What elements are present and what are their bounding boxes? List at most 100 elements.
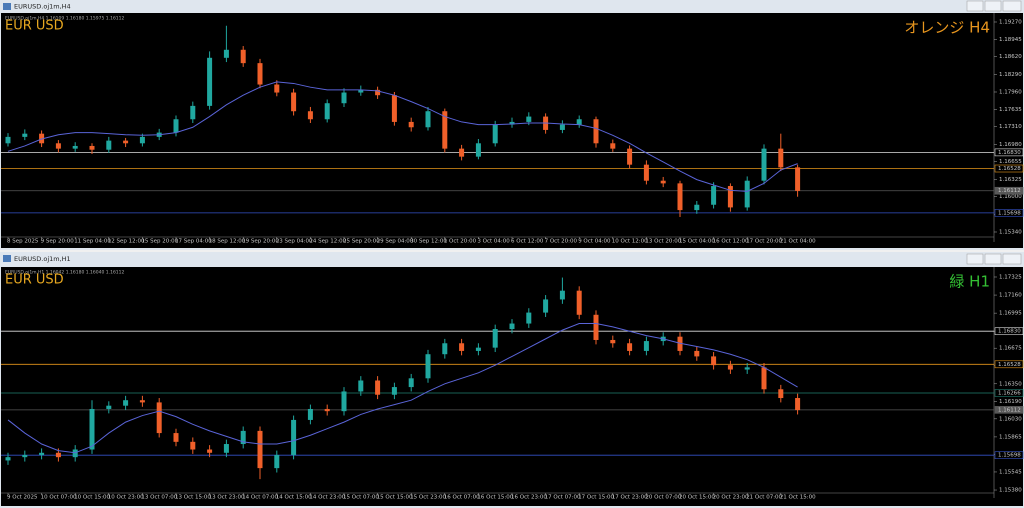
candle-body bbox=[139, 400, 145, 403]
window-title: EURUSD.oj1m,H1 bbox=[14, 255, 71, 263]
x-tick-label: 11 Sep 04:00 bbox=[74, 239, 111, 245]
window-controls[interactable] bbox=[966, 0, 1022, 12]
y-tick-label: 1.16980 bbox=[999, 142, 1022, 148]
restore-button[interactable] bbox=[984, 0, 1002, 12]
candle-body bbox=[425, 354, 431, 379]
candle-body bbox=[408, 121, 414, 128]
candle-body bbox=[5, 136, 11, 144]
x-tick-label: 15 Oct 04:00 bbox=[679, 239, 715, 245]
x-tick-label: 18 Sep 12:00 bbox=[209, 239, 246, 245]
window-controls[interactable] bbox=[966, 253, 1022, 265]
candle-body bbox=[677, 336, 683, 351]
price-label-box bbox=[994, 186, 1024, 195]
candle-body bbox=[559, 124, 565, 130]
candle-body bbox=[257, 430, 263, 469]
price-label: 1.16266 bbox=[998, 390, 1021, 396]
x-tick-label: 23 Sep 04:00 bbox=[276, 239, 313, 245]
price-label-box bbox=[994, 406, 1024, 414]
candle-body bbox=[459, 343, 465, 351]
window-icon bbox=[3, 3, 11, 10]
candle-body bbox=[526, 312, 532, 324]
candle-body bbox=[576, 119, 582, 125]
candle-body bbox=[274, 84, 280, 93]
y-tick-label: 1.16325 bbox=[999, 177, 1022, 183]
close-button[interactable] bbox=[1002, 253, 1022, 265]
candle-body bbox=[559, 290, 565, 300]
candle-body bbox=[55, 452, 61, 458]
price-label-box bbox=[994, 360, 1024, 369]
candle-body bbox=[711, 356, 717, 366]
candle-body bbox=[358, 89, 364, 93]
x-tick-label: 10 Oct 07:00 bbox=[41, 495, 77, 501]
minimize-button[interactable] bbox=[966, 253, 984, 265]
x-tick-label: 20 Oct 07:00 bbox=[645, 495, 681, 501]
candle-body bbox=[627, 343, 633, 351]
price-label-box bbox=[994, 451, 1024, 459]
y-tick-label: 1.16030 bbox=[999, 416, 1022, 422]
x-tick-label: 21 Oct 15:00 bbox=[780, 495, 816, 501]
x-tick-label: 21 Oct 07:00 bbox=[746, 495, 782, 501]
price-label-box bbox=[994, 327, 1024, 336]
candle-body bbox=[22, 133, 28, 137]
candle-body bbox=[72, 145, 78, 149]
candle-body bbox=[106, 405, 112, 409]
candle-body bbox=[778, 389, 784, 399]
candle-body bbox=[139, 136, 145, 144]
candle-body bbox=[795, 167, 801, 191]
window-icon bbox=[3, 255, 11, 262]
candle-body bbox=[610, 339, 616, 344]
y-tick-label: 1.16350 bbox=[999, 381, 1022, 387]
candle-body bbox=[526, 116, 532, 122]
y-tick-label: 1.19270 bbox=[999, 19, 1022, 25]
candle-body bbox=[509, 323, 515, 330]
x-tick-label: 16 Oct 07:00 bbox=[444, 495, 480, 501]
candle-body bbox=[291, 92, 297, 112]
x-tick-label: 17 Oct 07:00 bbox=[545, 495, 581, 501]
x-tick-label: 15 Sep 20:00 bbox=[141, 239, 178, 245]
x-tick-label: 29 Sep 04:00 bbox=[377, 239, 414, 245]
candle-body bbox=[307, 111, 313, 120]
candle-body bbox=[442, 111, 448, 149]
candle-body bbox=[475, 143, 481, 157]
x-tick-label: 12 Sep 12:00 bbox=[108, 239, 145, 245]
x-tick-label: 13 Oct 23:00 bbox=[209, 495, 245, 501]
x-tick-label: 17 Oct 23:00 bbox=[612, 495, 648, 501]
y-tick-label: 1.17635 bbox=[999, 107, 1022, 113]
x-tick-label: 9 Oct 2025 bbox=[7, 495, 38, 501]
candle-body bbox=[391, 387, 397, 395]
candle-body bbox=[610, 143, 616, 149]
x-tick-label: 16 Oct 15:00 bbox=[477, 495, 513, 501]
close-button[interactable] bbox=[1002, 0, 1022, 12]
candle-body bbox=[425, 111, 431, 128]
candle-body bbox=[744, 180, 750, 208]
x-tick-label: 15 Oct 23:00 bbox=[410, 495, 446, 501]
y-tick-label: 1.16190 bbox=[999, 399, 1022, 405]
x-tick-label: 20 Oct 23:00 bbox=[713, 495, 749, 501]
candle-body bbox=[5, 457, 11, 461]
price-label: 1.16112 bbox=[998, 188, 1021, 194]
candle-body bbox=[375, 380, 381, 395]
x-tick-label: 7 Oct 20:00 bbox=[545, 239, 578, 245]
candle-body bbox=[39, 452, 45, 455]
x-tick-label: 9 Oct 04:00 bbox=[578, 239, 611, 245]
price-label: 1.16830 bbox=[998, 150, 1021, 156]
candle-body bbox=[727, 186, 733, 208]
x-tick-label: 1 Oct 20:00 bbox=[444, 239, 477, 245]
restore-button[interactable] bbox=[984, 253, 1002, 265]
chart-title: オレンジ H4 bbox=[904, 19, 990, 37]
candle-body bbox=[173, 433, 179, 442]
minimize-button[interactable] bbox=[966, 0, 984, 12]
candle-body bbox=[89, 145, 95, 150]
x-tick-label: 25 Sep 20:00 bbox=[343, 239, 380, 245]
candle-body bbox=[727, 365, 733, 370]
price-label-box bbox=[994, 148, 1024, 157]
x-tick-label: 8 Sep 2025 bbox=[7, 239, 39, 245]
candle-body bbox=[190, 105, 196, 120]
candle-body bbox=[459, 148, 465, 157]
x-tick-label: 3 Oct 04:00 bbox=[477, 239, 510, 245]
chart-info: EURUSD.oj1m,H4 1.16109 1.16180 1.15975 1… bbox=[5, 16, 125, 22]
y-tick-label: 1.18945 bbox=[999, 37, 1022, 43]
x-tick-label: 24 Sep 12:00 bbox=[309, 239, 346, 245]
x-tick-label: 17 Oct 15:00 bbox=[578, 495, 614, 501]
candle-body bbox=[240, 430, 246, 445]
